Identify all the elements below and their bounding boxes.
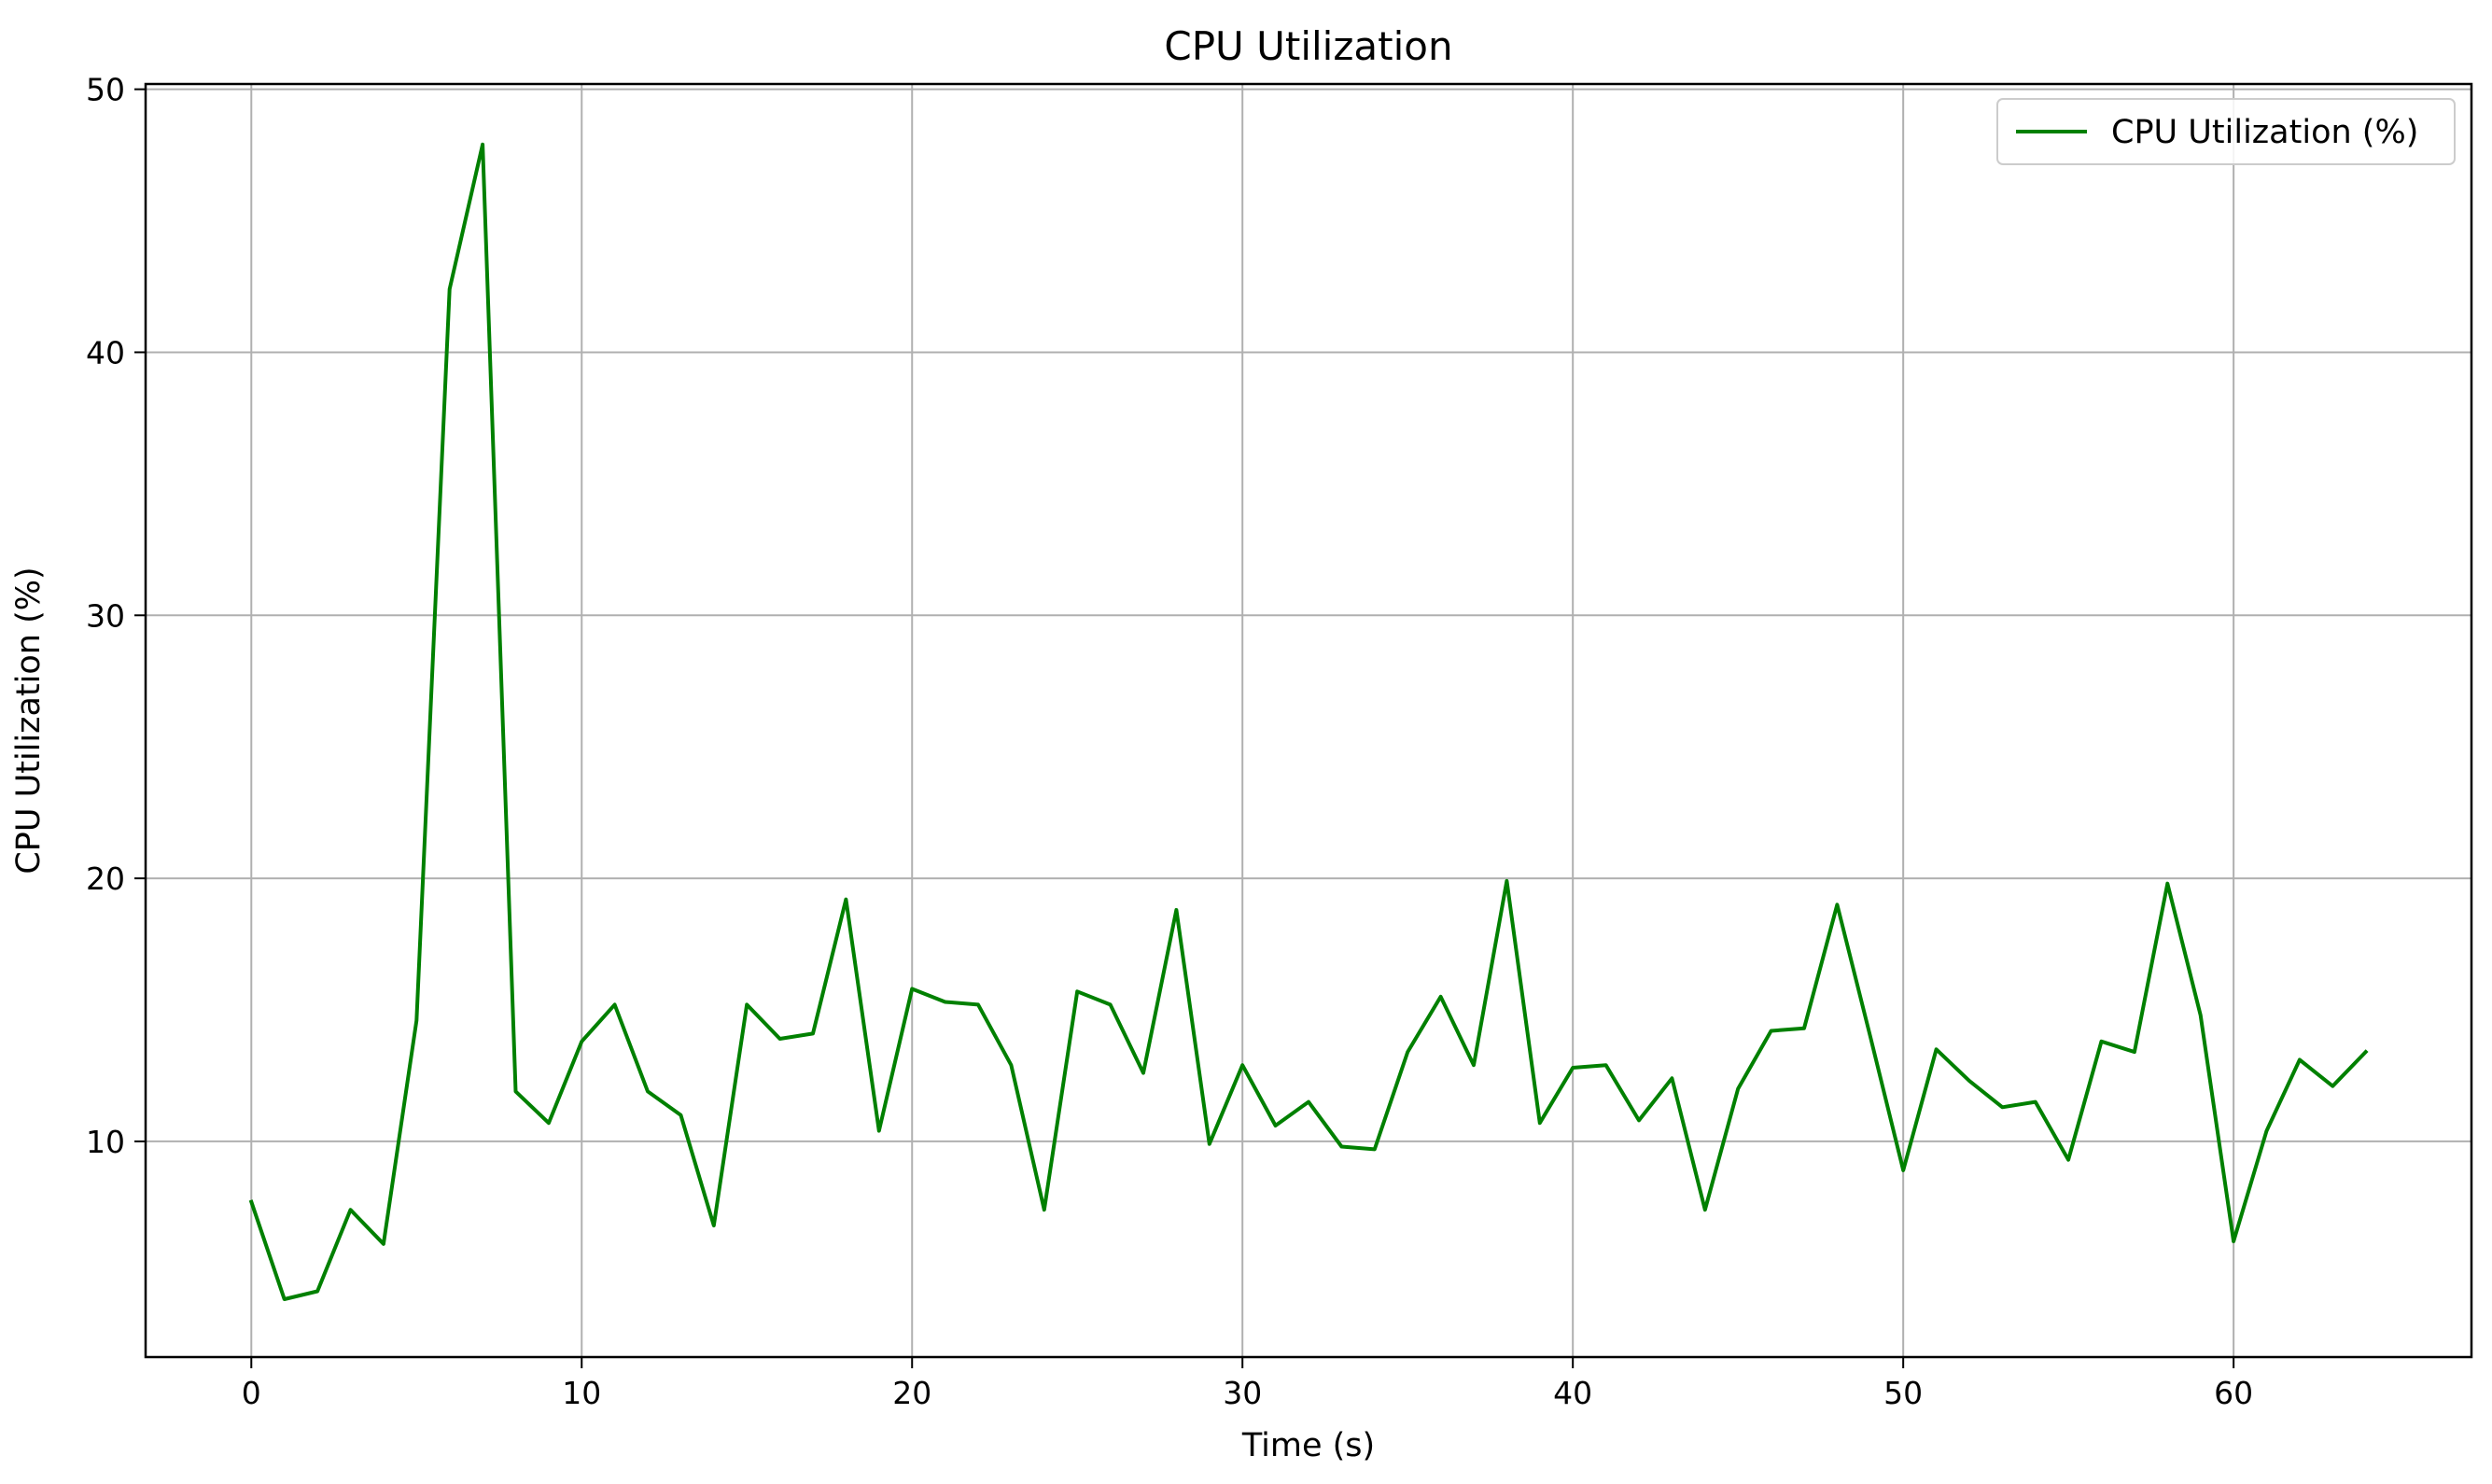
y-axis-label: CPU Utilization (%): [10, 567, 48, 874]
chart-title: CPU Utilization: [1164, 23, 1452, 69]
y-tick-label: 10: [86, 1124, 125, 1160]
series-layer: [248, 142, 2369, 1301]
x-tick-label: 60: [2214, 1375, 2253, 1411]
x-tick-label: 10: [562, 1375, 601, 1411]
legend-box: [1996, 98, 2456, 165]
y-tick-label: 40: [86, 334, 125, 371]
axes: 0 10 20 30 40 50 60 10 20 30 40 50: [86, 72, 2253, 1411]
grid-lines: [146, 84, 2471, 1357]
x-tick-label: 0: [242, 1375, 261, 1411]
y-tick-label: 20: [86, 861, 125, 897]
y-tick-label: 50: [86, 72, 125, 108]
series-line: [248, 142, 2369, 1301]
x-tick-label: 50: [1883, 1375, 1923, 1411]
x-tick-label: 40: [1553, 1375, 1592, 1411]
y-tick-label: 30: [86, 597, 125, 634]
plot-frame: [144, 82, 2473, 1359]
x-tick-label: 20: [892, 1375, 931, 1411]
x-axis-label: Time (s): [1241, 1427, 1375, 1464]
legend: CPU Utilization (%): [1996, 98, 2456, 165]
x-tick-label: 30: [1223, 1375, 1262, 1411]
legend-label: CPU Utilization (%): [2111, 114, 2418, 151]
